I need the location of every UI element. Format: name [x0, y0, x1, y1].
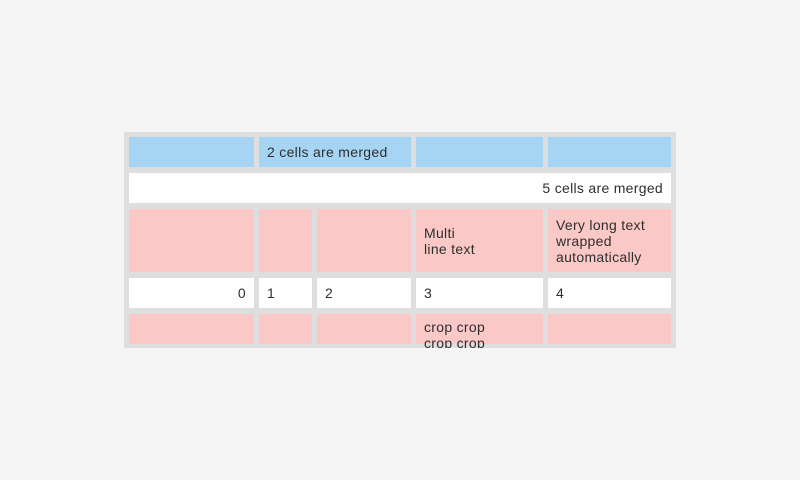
table-cell-r1c5[interactable]: [548, 137, 671, 167]
table-cell-r4c4-number[interactable]: 3: [416, 278, 543, 308]
table-cell-r3c1[interactable]: [129, 209, 254, 272]
table-cell-r4c3-number[interactable]: 2: [317, 278, 411, 308]
table-cell-r5c2[interactable]: [259, 314, 312, 344]
table-cell-r1c4[interactable]: [416, 137, 543, 167]
table-cell-r4c5-number[interactable]: 4: [548, 278, 671, 308]
table-cell-r5c5[interactable]: [548, 314, 671, 344]
table-cell-r3c5-wrapped[interactable]: Very long text wrapped automatically: [548, 209, 671, 272]
table-cell-r2-merged-5[interactable]: 5 cells are merged: [129, 173, 671, 203]
table-cell-r4c1-number[interactable]: 0: [129, 278, 254, 308]
table-cell-r3c3[interactable]: [317, 209, 411, 272]
table-cell-r1-merged-2[interactable]: 2 cells are merged: [259, 137, 411, 167]
table-cell-r1c1[interactable]: [129, 137, 254, 167]
table-cell-r3c4-multiline[interactable]: Multi line text: [416, 209, 543, 272]
table-cell-r5c3[interactable]: [317, 314, 411, 344]
table-cell-r5c4-cropped-text[interactable]: crop crop crop crop: [416, 314, 543, 348]
table-cell-r3c2[interactable]: [259, 209, 312, 272]
table-widget[interactable]: 2 cells are merged 5 cells are merged Mu…: [124, 132, 676, 348]
table-cell-r4c2-number[interactable]: 1: [259, 278, 312, 308]
table-cell-r5c1[interactable]: [129, 314, 254, 344]
